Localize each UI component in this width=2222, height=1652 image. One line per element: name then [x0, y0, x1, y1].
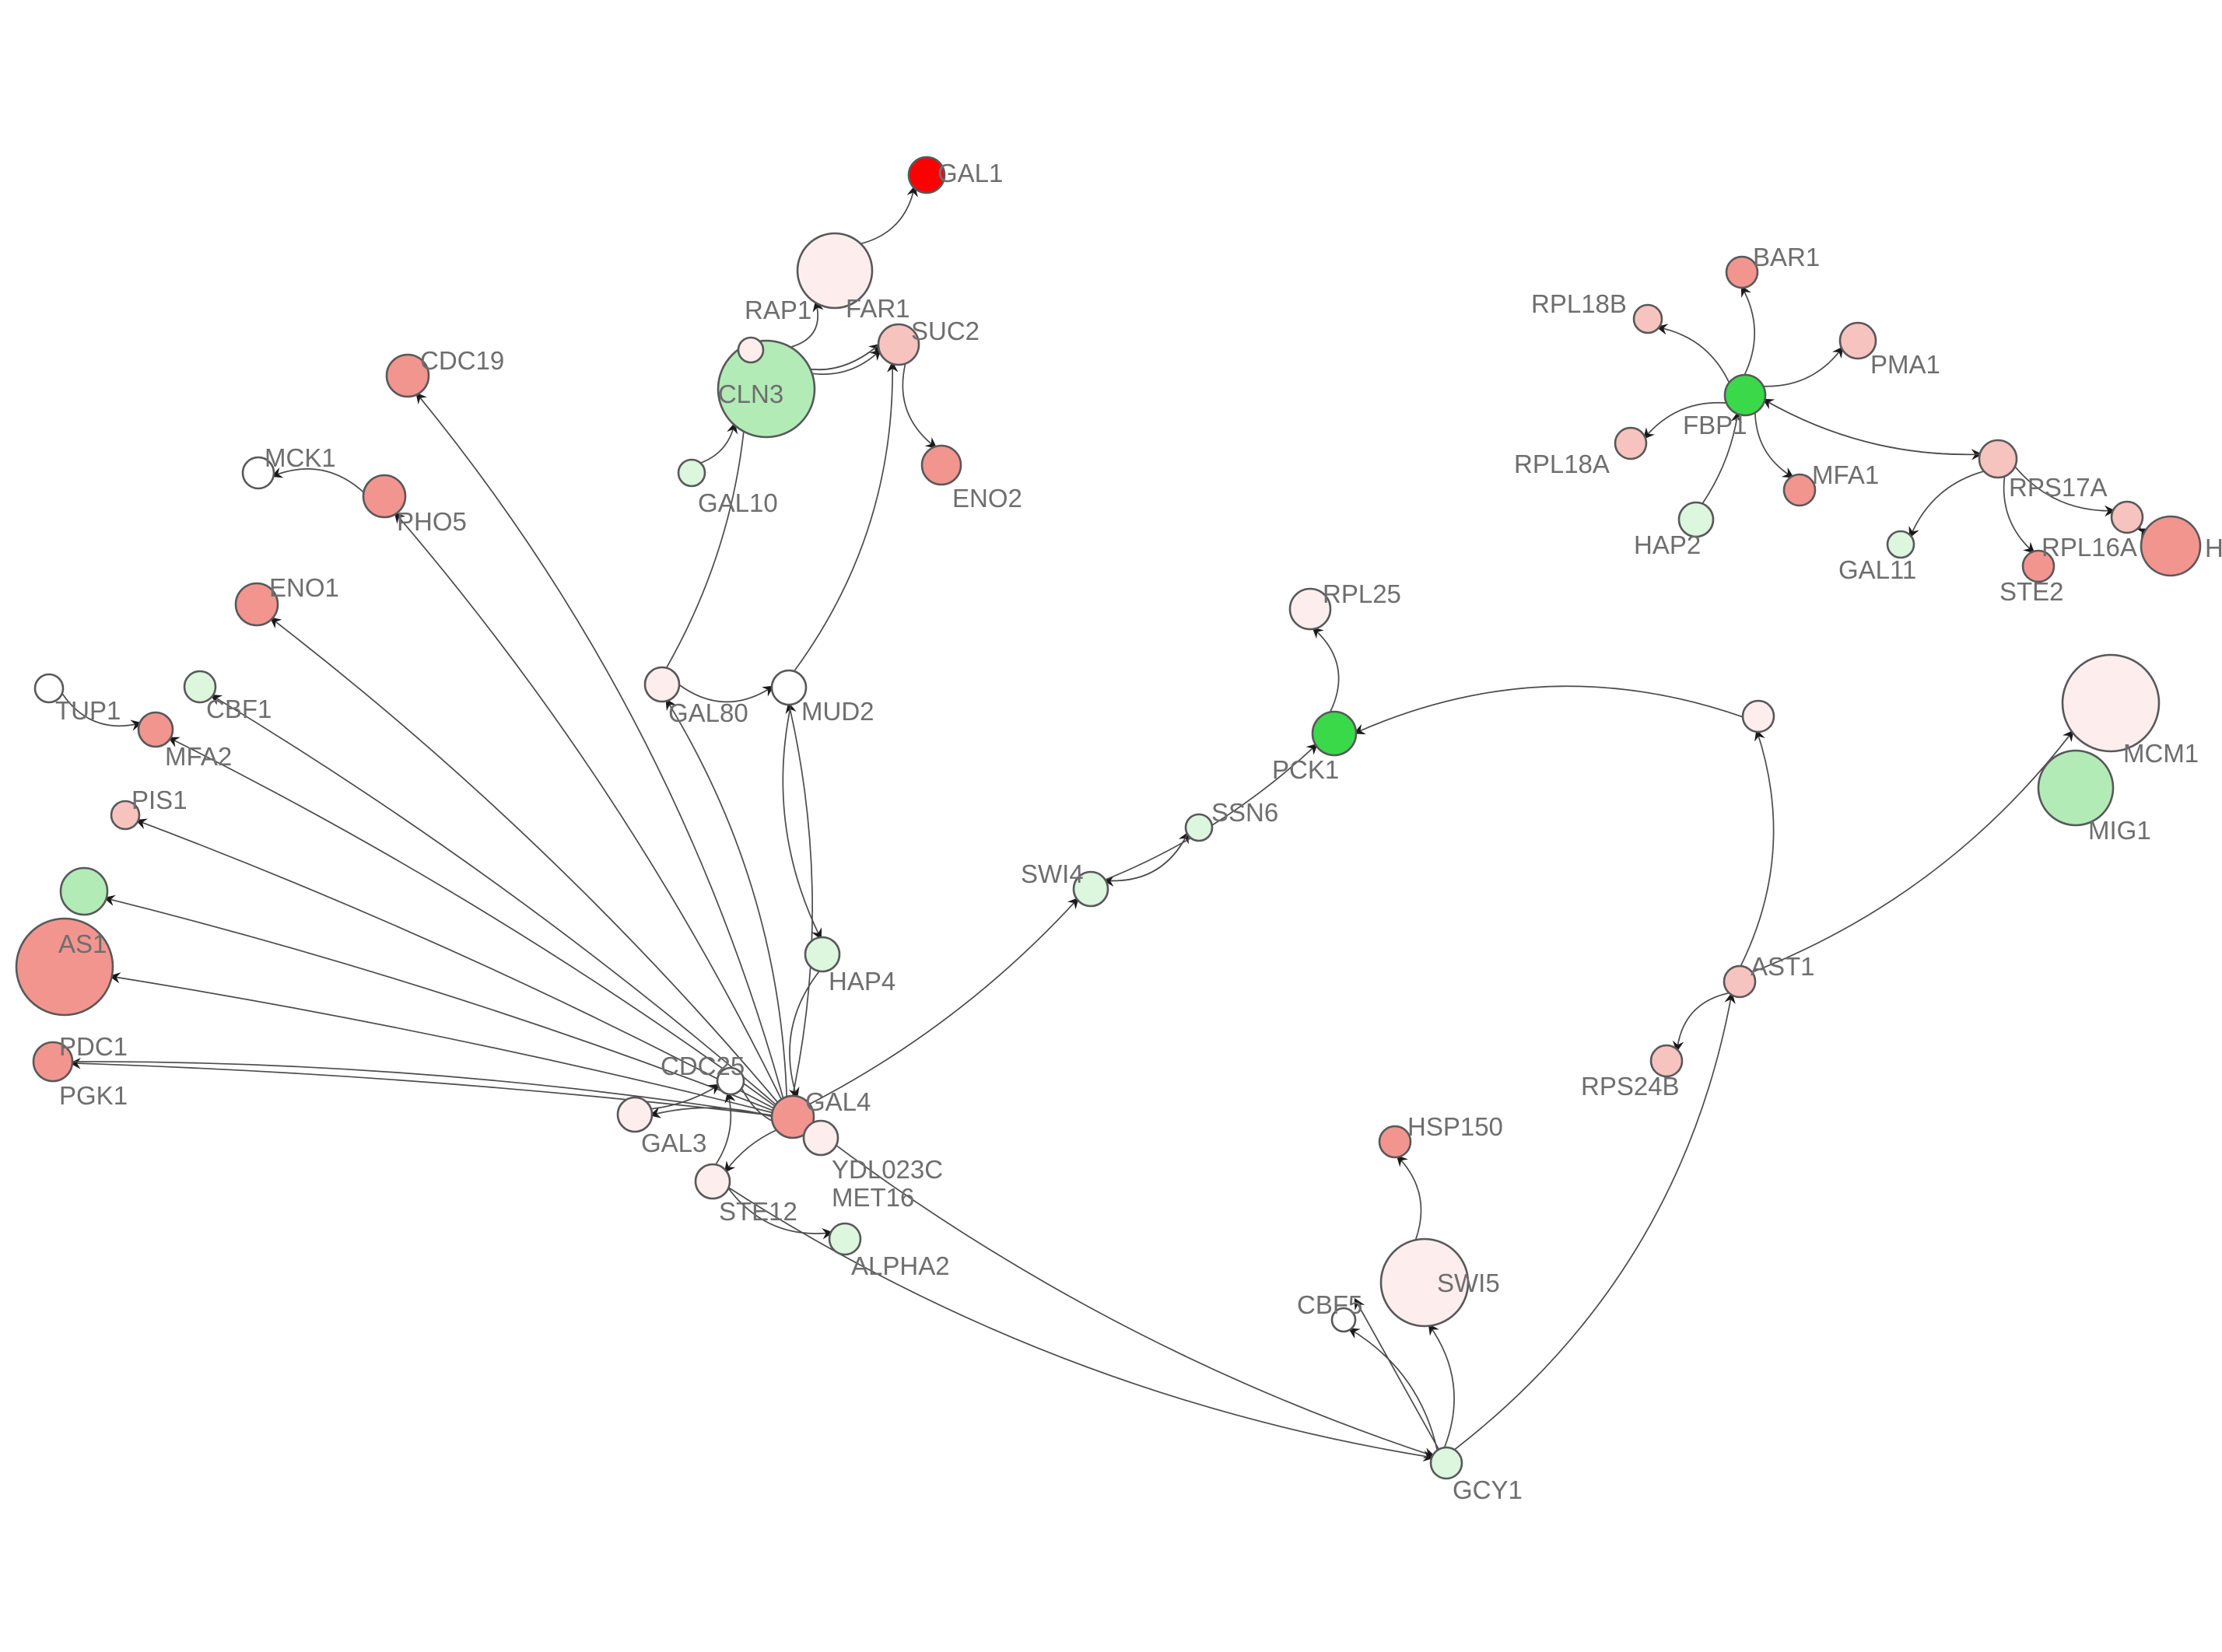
- svg-text:MCK1: MCK1: [265, 443, 336, 472]
- svg-text:MUD2: MUD2: [801, 697, 874, 726]
- svg-text:RPL25: RPL25: [1323, 579, 1401, 608]
- svg-text:RPS17A: RPS17A: [2009, 473, 2108, 502]
- svg-text:PCK1: PCK1: [1272, 755, 1339, 784]
- svg-text:GAL4: GAL4: [805, 1087, 871, 1116]
- svg-text:SSN6: SSN6: [1211, 798, 1278, 827]
- svg-text:PGK1: PGK1: [59, 1081, 128, 1110]
- svg-text:HIS4: HIS4: [2205, 534, 2222, 562]
- svg-text:GAL11: GAL11: [1838, 555, 1916, 584]
- svg-text:TUP1: TUP1: [55, 696, 121, 725]
- svg-text:GAL3: GAL3: [641, 1129, 706, 1157]
- svg-text:MFA1: MFA1: [1812, 460, 1879, 489]
- svg-text:FBP1: FBP1: [1683, 411, 1747, 439]
- svg-text:ENO1: ENO1: [269, 573, 339, 602]
- svg-text:GAL10: GAL10: [698, 488, 778, 517]
- svg-text:YDL023C: YDL023C: [832, 1155, 943, 1184]
- svg-text:PMA1: PMA1: [1870, 350, 1940, 379]
- svg-text:GAL1: GAL1: [938, 159, 1003, 187]
- svg-text:PIS1: PIS1: [131, 786, 188, 814]
- svg-text:RPS24B: RPS24B: [1581, 1072, 1680, 1101]
- svg-text:GAL80: GAL80: [668, 698, 748, 727]
- svg-text:HSP150: HSP150: [1407, 1112, 1503, 1141]
- svg-text:RPL18B: RPL18B: [1531, 289, 1627, 318]
- svg-text:MFA2: MFA2: [165, 742, 232, 771]
- svg-text:RAP1: RAP1: [745, 296, 811, 324]
- svg-text:HAP4: HAP4: [829, 967, 895, 996]
- svg-text:CLN3: CLN3: [718, 380, 783, 408]
- svg-text:PHO5: PHO5: [397, 507, 467, 536]
- svg-text:CDC25: CDC25: [661, 1052, 745, 1080]
- svg-text:MCM1: MCM1: [2123, 739, 2199, 768]
- svg-text:ENO2: ENO2: [952, 484, 1022, 513]
- svg-text:ALPHA2: ALPHA2: [851, 1251, 950, 1280]
- svg-text:MIG1: MIG1: [2088, 816, 2151, 845]
- svg-text:CDC19: CDC19: [420, 346, 504, 375]
- svg-text:GCY1: GCY1: [1453, 1475, 1523, 1504]
- svg-text:RPL18A: RPL18A: [1514, 450, 1610, 478]
- svg-text:FAR1: FAR1: [846, 294, 910, 323]
- svg-text:SWI5: SWI5: [1437, 1269, 1500, 1297]
- svg-text:SUC2: SUC2: [911, 317, 980, 345]
- svg-text:STE2: STE2: [1999, 577, 2064, 606]
- svg-text:RPL16A: RPL16A: [2042, 533, 2137, 562]
- svg-text:CBF5: CBF5: [1297, 1290, 1362, 1319]
- svg-text:AS1: AS1: [58, 929, 107, 958]
- svg-text:HAP2: HAP2: [1634, 530, 1701, 559]
- svg-text:STE12: STE12: [719, 1197, 797, 1226]
- svg-text:AST1: AST1: [1751, 952, 1815, 981]
- svg-text:SWI4: SWI4: [1021, 859, 1084, 888]
- svg-text:PDC1: PDC1: [59, 1032, 128, 1061]
- svg-text:MET16: MET16: [832, 1183, 914, 1212]
- svg-text:CBF1: CBF1: [206, 695, 272, 723]
- svg-text:BAR1: BAR1: [1753, 243, 1820, 271]
